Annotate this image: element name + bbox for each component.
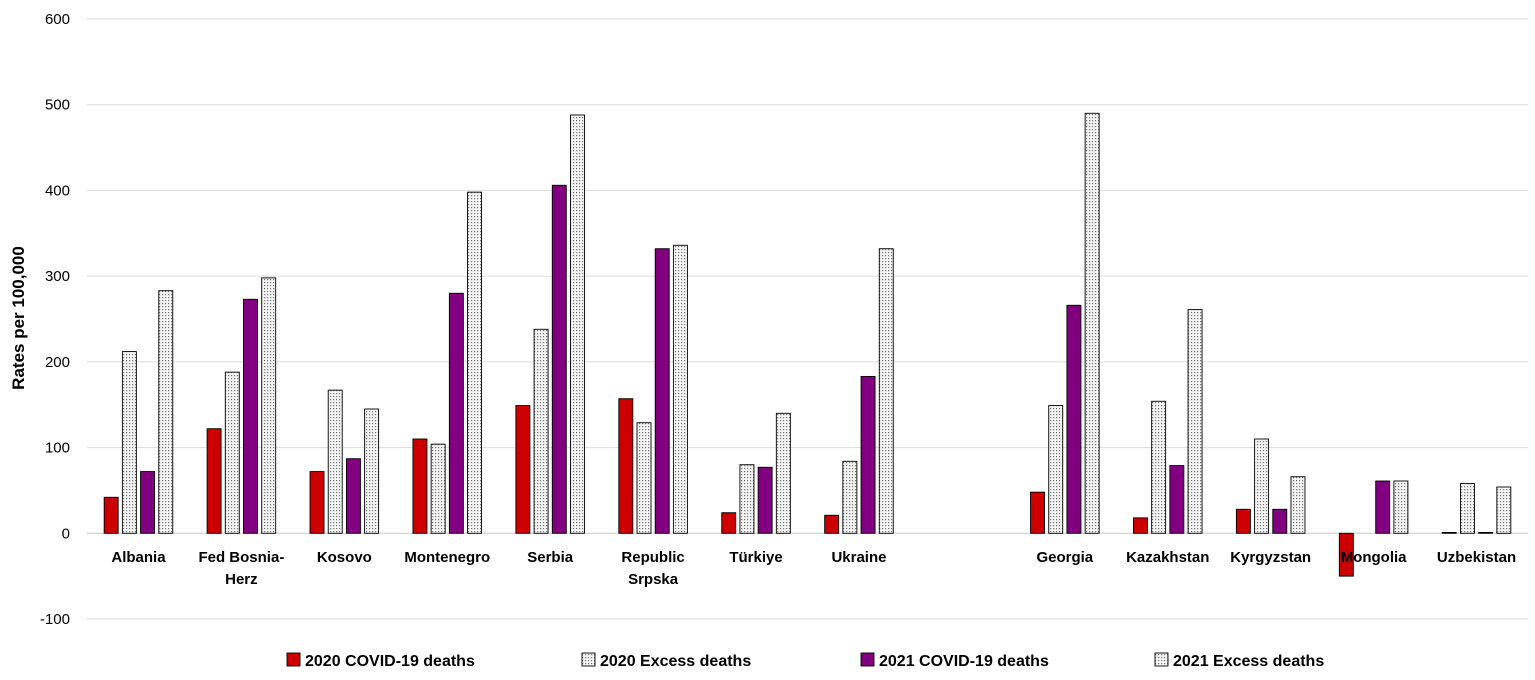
legend-swatch: [1154, 652, 1169, 667]
y-tick-label: -100: [40, 611, 70, 628]
y-tick-label: 100: [45, 440, 70, 457]
bar-2020-covid-19-deaths-11: [1235, 508, 1251, 534]
bar-2021-covid-19-deaths-3: [448, 292, 464, 534]
legend-swatch: [581, 652, 596, 667]
x-axis-categories: Albania Fed Bosnia- Herz Kosovo Montenegro Se…: [111, 549, 1516, 588]
bar-2021-covid-19-deaths-7: [860, 375, 876, 534]
x-category-label: Albania: [111, 549, 166, 566]
bar-2021-excess-deaths-6: [775, 412, 791, 534]
bar-2021-covid-19-deaths-4: [551, 184, 567, 534]
bar-2021-excess-deaths-13: [1496, 486, 1512, 534]
x-category-label: Serbia: [527, 549, 574, 566]
bar-2020-covid-19-deaths-7: [824, 514, 840, 534]
x-category-label: Republic: [621, 549, 684, 566]
bar-2021-excess-deaths-11: [1290, 476, 1306, 534]
bar-2020-covid-19-deaths-13: [1441, 531, 1457, 534]
bar-2020-excess-deaths-5: [636, 422, 652, 534]
bar-2021-covid-19-deaths-6: [757, 466, 773, 534]
x-category-label: Kyrgyzstan: [1230, 549, 1311, 566]
bar-2021-excess-deaths-3: [467, 191, 482, 534]
bar-2020-excess-deaths-11: [1254, 438, 1270, 534]
bar-2020-covid-19-deaths-10: [1132, 517, 1148, 534]
x-category-label: Herz: [225, 571, 258, 588]
x-category-label: Fed Bosnia-: [198, 549, 284, 566]
bar-2020-covid-19-deaths-5: [618, 398, 634, 534]
x-category-label: Türkiye: [729, 549, 782, 566]
y-tick-label: 600: [45, 11, 70, 28]
y-axis-ticks: -100 0 100 200 300 400 500 600: [40, 11, 70, 628]
bar-2021-covid-19-deaths-2: [345, 458, 361, 534]
y-tick-label: 0: [62, 525, 70, 542]
bar-2020-excess-deaths-4: [533, 328, 549, 534]
bar-2020-covid-19-deaths-9: [1030, 491, 1045, 534]
bar-2020-excess-deaths-10: [1151, 400, 1167, 534]
bar-2021-excess-deaths-1: [261, 277, 277, 534]
bar-2020-covid-19-deaths-2: [309, 471, 325, 534]
legend-label: 2021 Excess deaths: [1173, 653, 1324, 670]
legend-label: 2020 Excess deaths: [600, 653, 751, 670]
bar-2021-covid-19-deaths-13: [1478, 531, 1494, 534]
legend-label: 2021 COVID-19 deaths: [879, 653, 1049, 670]
bars: [103, 112, 1512, 577]
bar-2021-covid-19-deaths-1: [243, 298, 258, 534]
bar-2020-excess-deaths-3: [430, 443, 446, 534]
legend-label: 2020 COVID-19 deaths: [305, 653, 475, 670]
bar-2021-covid-19-deaths-5: [654, 248, 670, 534]
bar-2020-excess-deaths-1: [224, 371, 240, 534]
grid-lines: [87, 18, 1528, 620]
bar-2021-covid-19-deaths-11: [1272, 508, 1288, 534]
bar-2020-covid-19-deaths-12: [1338, 532, 1354, 577]
x-category-label: Montenegro: [404, 549, 490, 566]
x-category-label: Kazakhstan: [1126, 549, 1209, 566]
bar-2021-excess-deaths-9: [1084, 112, 1100, 534]
y-tick-label: 500: [45, 97, 70, 114]
x-category-label: Ukraine: [831, 549, 886, 566]
bar-2021-covid-19-deaths-9: [1066, 304, 1082, 534]
bar-2021-excess-deaths-12: [1393, 480, 1409, 534]
x-category-label: Georgia: [1036, 549, 1093, 566]
bar-2020-covid-19-deaths-4: [515, 405, 531, 534]
y-axis-label: Rates per 100,000: [9, 246, 28, 390]
bar-2020-covid-19-deaths-0: [103, 496, 119, 534]
bar-2021-covid-19-deaths-0: [140, 471, 156, 534]
bar-2021-excess-deaths-5: [672, 244, 688, 534]
bar-2020-covid-19-deaths-6: [721, 512, 737, 534]
bar-2020-covid-19-deaths-1: [206, 428, 222, 534]
bar-2021-covid-19-deaths-12: [1375, 480, 1391, 534]
bar-2021-covid-19-deaths-10: [1169, 465, 1185, 534]
bar-2020-excess-deaths-2: [327, 389, 343, 534]
bar-2020-excess-deaths-0: [121, 351, 137, 534]
y-tick-label: 200: [45, 354, 70, 371]
bar-2020-excess-deaths-7: [842, 460, 858, 534]
y-tick-label: 300: [45, 268, 70, 285]
bar-2021-excess-deaths-10: [1187, 309, 1203, 534]
bar-2021-excess-deaths-7: [878, 248, 894, 534]
bar-2021-excess-deaths-4: [570, 114, 585, 534]
bar-2020-covid-19-deaths-3: [412, 438, 428, 534]
x-category-label: Uzbekistan: [1437, 549, 1516, 566]
bar-2020-excess-deaths-9: [1048, 405, 1064, 534]
y-tick-label: 400: [45, 182, 70, 199]
bar-2020-excess-deaths-13: [1459, 483, 1475, 534]
bar-2021-excess-deaths-0: [158, 290, 174, 534]
x-category-label: Srpska: [628, 571, 679, 588]
bar-2020-excess-deaths-6: [739, 464, 755, 534]
legend-swatch: [286, 652, 301, 667]
x-category-label: Kosovo: [317, 549, 372, 566]
legend: 2020 COVID-19 deaths 2020 Excess deaths 20…: [286, 652, 1324, 670]
x-category-label: Mongolia: [1341, 549, 1407, 566]
legend-swatch: [860, 652, 875, 667]
bar-2021-excess-deaths-2: [364, 408, 380, 534]
